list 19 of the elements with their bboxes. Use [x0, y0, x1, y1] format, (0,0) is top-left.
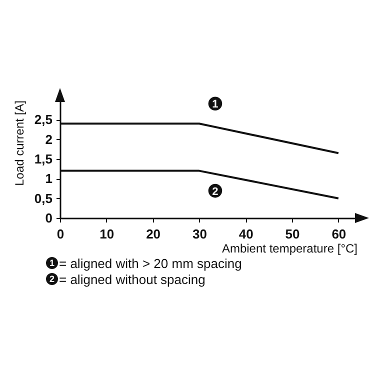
- y-tick-label: 0: [45, 210, 52, 226]
- y-axis-title: Load current [A]: [12, 100, 26, 186]
- text: 2: [212, 186, 218, 198]
- y-tick-label: 1: [45, 171, 52, 186]
- x-axis-title: Ambient temperature [°C]: [222, 242, 358, 256]
- y-tick-label: 2: [45, 132, 52, 147]
- x-tick-label: 30: [192, 226, 207, 242]
- y-tick-label: 0,5: [34, 190, 52, 206]
- x-tick-label: 10: [100, 226, 114, 242]
- text: = aligned without spacing: [59, 272, 206, 286]
- x-tick-label: 0: [56, 226, 64, 242]
- y-tick-label: 1,5: [34, 152, 52, 166]
- x-tick-label: 60: [332, 226, 346, 242]
- series-label: 1: [212, 98, 218, 111]
- text: = aligned with > 20 mm spacing: [59, 256, 242, 270]
- y-tick-label: 2,5: [34, 112, 52, 128]
- x-tick-label: 20: [146, 226, 161, 242]
- x-tick-label: 50: [285, 226, 300, 242]
- x-tick-label: 40: [238, 226, 254, 242]
